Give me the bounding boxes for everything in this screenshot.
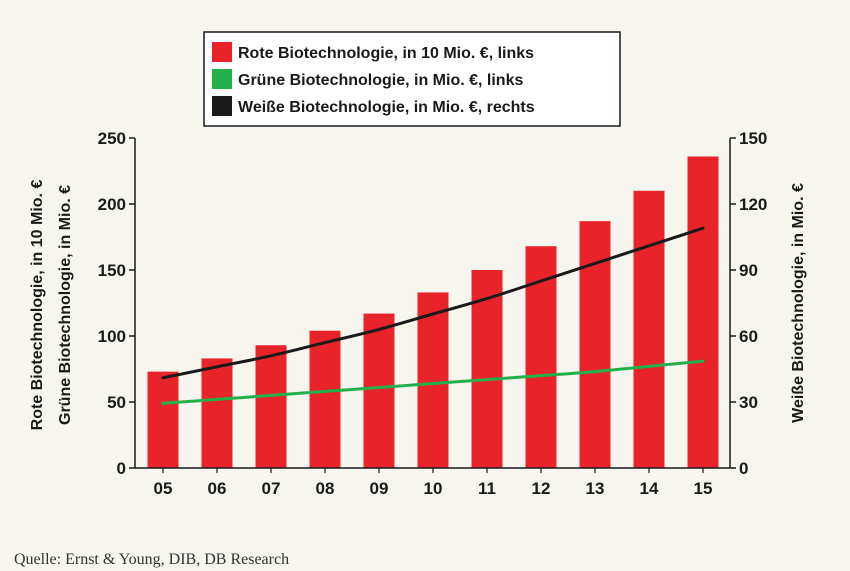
source-note: Quelle: Ernst & Young, DIB, DB Research	[14, 551, 290, 568]
right-axis-title: Weiße Biotechnologie, in Mio. €	[790, 183, 807, 423]
bar-13	[579, 221, 611, 468]
lines-layer	[161, 226, 705, 405]
bar-10	[417, 292, 449, 468]
legend-label: Grüne Biotechnologie, in Mio. €, links	[238, 72, 523, 89]
bar-07	[255, 345, 287, 468]
legend-label: Rote Biotechnologie, in 10 Mio. €, links	[238, 45, 534, 62]
x-tick-label: 12	[532, 479, 551, 498]
x-tick-label: 11	[478, 479, 496, 498]
axes-layer: 0 50 100 150 200 250 0 30 60 90 120 150 05 06 07 08 09 10…	[29, 129, 807, 498]
bar-15	[687, 156, 719, 469]
x-tick-label: 07	[262, 479, 281, 498]
bar-09	[363, 313, 395, 468]
legend-swatch	[212, 42, 232, 62]
gruene-biotech-line	[161, 359, 705, 405]
left-tick-label: 50	[107, 393, 126, 412]
left-tick-label: 100	[98, 327, 126, 346]
legend-label: Weiße Biotechnologie, in Mio. €, rechts	[238, 99, 535, 116]
bar-14	[633, 190, 665, 469]
x-tick-label: 10	[424, 479, 443, 498]
x-tick-label: 15	[694, 479, 713, 498]
right-tick-label: 0	[739, 459, 748, 478]
legend-box	[203, 31, 621, 127]
right-tick-label: 150	[739, 129, 767, 148]
left-tick-label: 0	[117, 459, 126, 478]
legend-swatch	[212, 69, 232, 89]
legend: Rote Biotechnologie, in 10 Mio. €, links…	[203, 31, 621, 127]
right-tick-label: 90	[739, 261, 758, 280]
left-tick-label: 150	[98, 261, 126, 280]
bar-08	[309, 330, 341, 468]
left-tick-label: 200	[98, 195, 126, 214]
right-tick-label: 30	[739, 393, 758, 412]
left-tick-label: 250	[98, 129, 126, 148]
left-axis-title: Grüne Biotechnologie, in Mio. €	[57, 185, 74, 425]
x-tick-label: 05	[154, 479, 173, 498]
left-axis-title: Rote Biotechnologie, in 10 Mio. €	[29, 180, 46, 431]
x-tick-label: 08	[316, 479, 335, 498]
legend-swatch	[212, 96, 232, 116]
x-tick-label: 09	[370, 479, 389, 498]
bar-05	[147, 371, 179, 468]
right-tick-label: 120	[739, 195, 767, 214]
x-tick-label: 06	[208, 479, 227, 498]
weisse-biotech-line	[161, 226, 705, 380]
right-tick-label: 60	[739, 327, 758, 346]
bar-06	[201, 358, 233, 468]
bars-layer	[147, 156, 719, 469]
x-tick-label: 13	[586, 479, 605, 498]
x-tick-label: 14	[640, 479, 659, 498]
